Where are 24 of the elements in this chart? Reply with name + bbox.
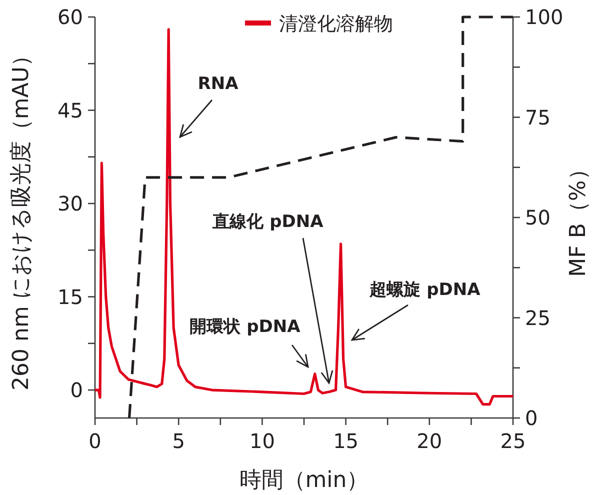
annotation: 超螺旋 pDNA (368, 280, 482, 300)
y2-axis-title: MF B（%） (566, 158, 591, 277)
y-tick-label: 30 (58, 192, 83, 216)
annotation: 開環状 pDNA (190, 317, 302, 337)
y2-tick-label: 50 (525, 206, 550, 230)
y2-tick-label: 75 (525, 105, 550, 130)
x-tick-label: 5 (172, 429, 185, 453)
y2-tick-label: 100 (525, 5, 564, 29)
y-tick-label: 0 (70, 378, 83, 402)
y-tick-label: 45 (58, 98, 83, 122)
x-tick-label: 20 (416, 429, 442, 453)
y-tick-label: 15 (58, 284, 83, 309)
x-tick-label: 15 (333, 429, 359, 453)
x-axis-title: 時間（min） (239, 468, 369, 493)
y2-tick-label: 0 (525, 406, 538, 430)
annotation: 直線化 pDNA (212, 212, 324, 232)
annotation: RNA (198, 74, 240, 94)
y-axis-title: 260 nm における吸光度（mAU） (9, 44, 34, 390)
x-tick-label: 0 (88, 429, 102, 453)
y-tick-label: 60 (58, 5, 83, 29)
x-tick-label: 10 (249, 429, 275, 453)
y2-tick-label: 25 (525, 306, 550, 330)
legend-label: 清澄化溶解物 (279, 13, 393, 35)
x-tick-label: 25 (500, 429, 526, 453)
